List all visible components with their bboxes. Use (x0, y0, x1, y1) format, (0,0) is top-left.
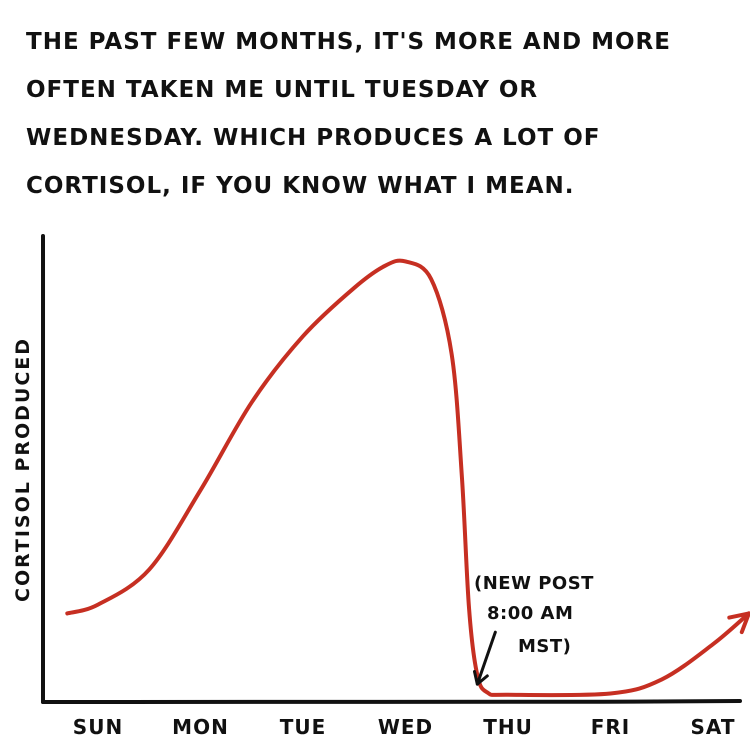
x-tick-label: FRI (591, 715, 631, 739)
x-tick-labels: SUN MON TUE WED THU FRI SAT (73, 715, 736, 739)
x-tick-label: WED (378, 715, 433, 739)
y-axis-title: CORTISOL PRODUCED (12, 337, 34, 602)
x-axis-line (43, 701, 740, 702)
x-tick-label: MON (172, 715, 229, 739)
cortisol-series-line (67, 261, 749, 696)
x-tick-label: SAT (691, 715, 736, 739)
x-tick-label: SUN (73, 715, 123, 739)
x-tick-label: TUE (280, 715, 327, 739)
x-tick-label: THU (483, 715, 533, 739)
annotation-line-2: 8:00 AM (487, 603, 573, 624)
annotation-line-1: (NEW POST (474, 573, 594, 594)
axes (43, 236, 740, 702)
annotation: (NEW POST 8:00 AM MST) (474, 573, 594, 684)
annotation-line-3: MST) (518, 636, 571, 657)
